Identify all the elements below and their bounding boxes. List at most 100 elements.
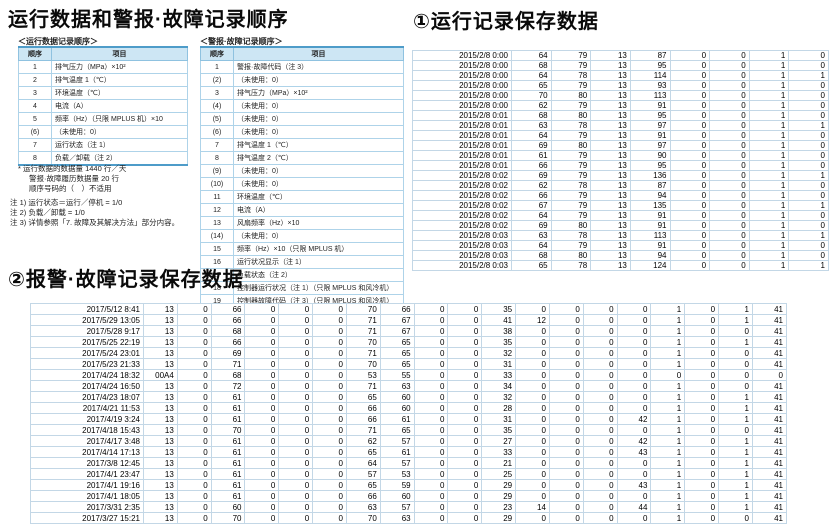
value-cell: 1 (748, 120, 790, 131)
value-cell: 0 (176, 369, 212, 381)
alarm-log-table: 2017/5/12 8:41 13 0 66 0 0 0 70 66 0 0 35 0 0 0 0 1 0 1 41 2… (30, 303, 788, 524)
value-cell: 0 (278, 446, 314, 458)
row-key-cell: (5) (200, 112, 234, 126)
value-cell: 0 (176, 512, 212, 524)
value-cell: 0 (176, 347, 212, 359)
value-cell: 控制器运行状况（注 1）（只限 MPLUS 和风冷机） (233, 281, 404, 295)
value-cell: 排气温度 1（℃） (233, 138, 404, 152)
value-cell: 1 (650, 336, 686, 348)
column-header-order: 顺序 (200, 46, 234, 61)
value-cell: 0 (413, 413, 449, 425)
value-cell: 0 (548, 468, 584, 480)
value-cell: 0 (447, 479, 483, 491)
value-cell: 0 (788, 60, 829, 71)
row-key-cell: 15 (200, 242, 234, 256)
value-cell: 41 (751, 325, 788, 337)
value-cell: 1 (748, 250, 790, 261)
row-key-cell: (10) (200, 177, 234, 191)
value-cell: 1 (718, 303, 753, 315)
value-cell: 91 (629, 100, 671, 111)
value-cell: 42 (616, 435, 652, 447)
value-cell: 65 (345, 479, 381, 491)
value-cell: 0 (669, 140, 711, 151)
row-key-cell: 2017/5/25 22:19 (30, 336, 144, 348)
value-cell: 94 (629, 250, 671, 261)
value-cell: 79 (550, 240, 592, 251)
value-cell: 0 (278, 303, 314, 315)
value-cell: 0 (548, 457, 584, 469)
value-cell: 0 (709, 240, 750, 251)
value-cell: 0 (413, 336, 449, 348)
row-key-cell: 2017/4/19 3:24 (30, 413, 144, 425)
value-cell: 0 (447, 490, 483, 502)
value-cell: 0 (413, 424, 449, 436)
value-cell: 78 (550, 120, 592, 131)
value-cell: 1 (748, 80, 790, 91)
value-cell: 61 (210, 490, 246, 502)
value-cell: 0 (669, 150, 711, 161)
table-row: 8 负载／卸载（注 2） (18, 151, 188, 166)
value-cell: 0 (718, 358, 753, 370)
value-cell: 0 (616, 490, 652, 502)
value-cell: 0 (515, 347, 550, 359)
value-cell: 电流（A） (233, 203, 404, 217)
table-row: (2) （未使用：0） (200, 73, 404, 87)
value-cell: 0 (684, 446, 720, 458)
table-row: 2015/2/8 0:03 68 80 13 94 0 0 1 0 (412, 250, 829, 261)
value-cell: 0 (548, 446, 584, 458)
value-cell: 0 (718, 424, 753, 436)
value-cell: 57 (379, 435, 415, 447)
section2-title: ②报警·故障记录保存数据 (8, 269, 244, 291)
value-cell: 35 (481, 424, 517, 436)
row-key-cell: 2017/5/29 13:05 (30, 314, 144, 326)
value-cell: 93 (629, 80, 671, 91)
value-cell: 0 (176, 402, 212, 414)
value-cell: 31 (481, 413, 517, 425)
value-cell: 0 (616, 325, 652, 337)
value-cell: 0 (684, 468, 720, 480)
value-cell: 0 (709, 180, 750, 191)
value-cell: 1 (748, 180, 790, 191)
value-cell: 0 (447, 303, 483, 315)
value-cell: 1 (748, 260, 790, 271)
value-cell: （未使用：0） (233, 125, 404, 139)
value-cell: 0 (278, 314, 314, 326)
value-cell: 23 (481, 501, 517, 513)
value-cell: 0 (176, 424, 212, 436)
value-cell: 0 (515, 303, 550, 315)
value-cell: 78 (550, 180, 592, 191)
value-cell: 0 (515, 457, 550, 469)
value-cell: 0 (312, 325, 347, 337)
value-cell: 41 (751, 446, 788, 458)
footnote-3: 注 3) 详情参照「7. 故障及其解决方法」部分内容。 (10, 218, 180, 227)
value-cell: 61 (210, 435, 246, 447)
value-cell: 0 (176, 325, 212, 337)
value-cell: 0 (413, 391, 449, 403)
value-cell: 0 (616, 380, 652, 392)
value-cell: 0 (278, 435, 314, 447)
value-cell: 0 (244, 347, 280, 359)
value-cell: 0 (176, 413, 212, 425)
value-cell: 41 (751, 413, 788, 425)
value-cell: 0 (413, 457, 449, 469)
value-cell: 0 (684, 479, 720, 491)
value-cell: 97 (629, 120, 671, 131)
value-cell: 0 (447, 347, 483, 359)
value-cell: 0 (709, 140, 750, 151)
value-cell: 79 (550, 50, 592, 61)
value-cell: 29 (481, 512, 517, 524)
value-cell: 0 (278, 457, 314, 469)
value-cell: 53 (345, 369, 381, 381)
value-cell: 63 (511, 230, 552, 241)
table-row: 13 风扇频率（Hz）×10 (200, 216, 404, 230)
value-cell: 0 (788, 250, 829, 261)
value-cell: 71 (345, 380, 381, 392)
row-key-cell: 2015/2/8 0:02 (412, 180, 512, 191)
row-key-cell: 2015/2/8 0:03 (412, 250, 512, 261)
value-cell: 0 (548, 347, 584, 359)
value-cell: 0 (709, 220, 750, 231)
value-cell: 60 (379, 402, 415, 414)
value-cell: 0 (788, 80, 829, 91)
value-cell: 0 (548, 479, 584, 491)
row-key-cell: 3 (18, 86, 52, 100)
